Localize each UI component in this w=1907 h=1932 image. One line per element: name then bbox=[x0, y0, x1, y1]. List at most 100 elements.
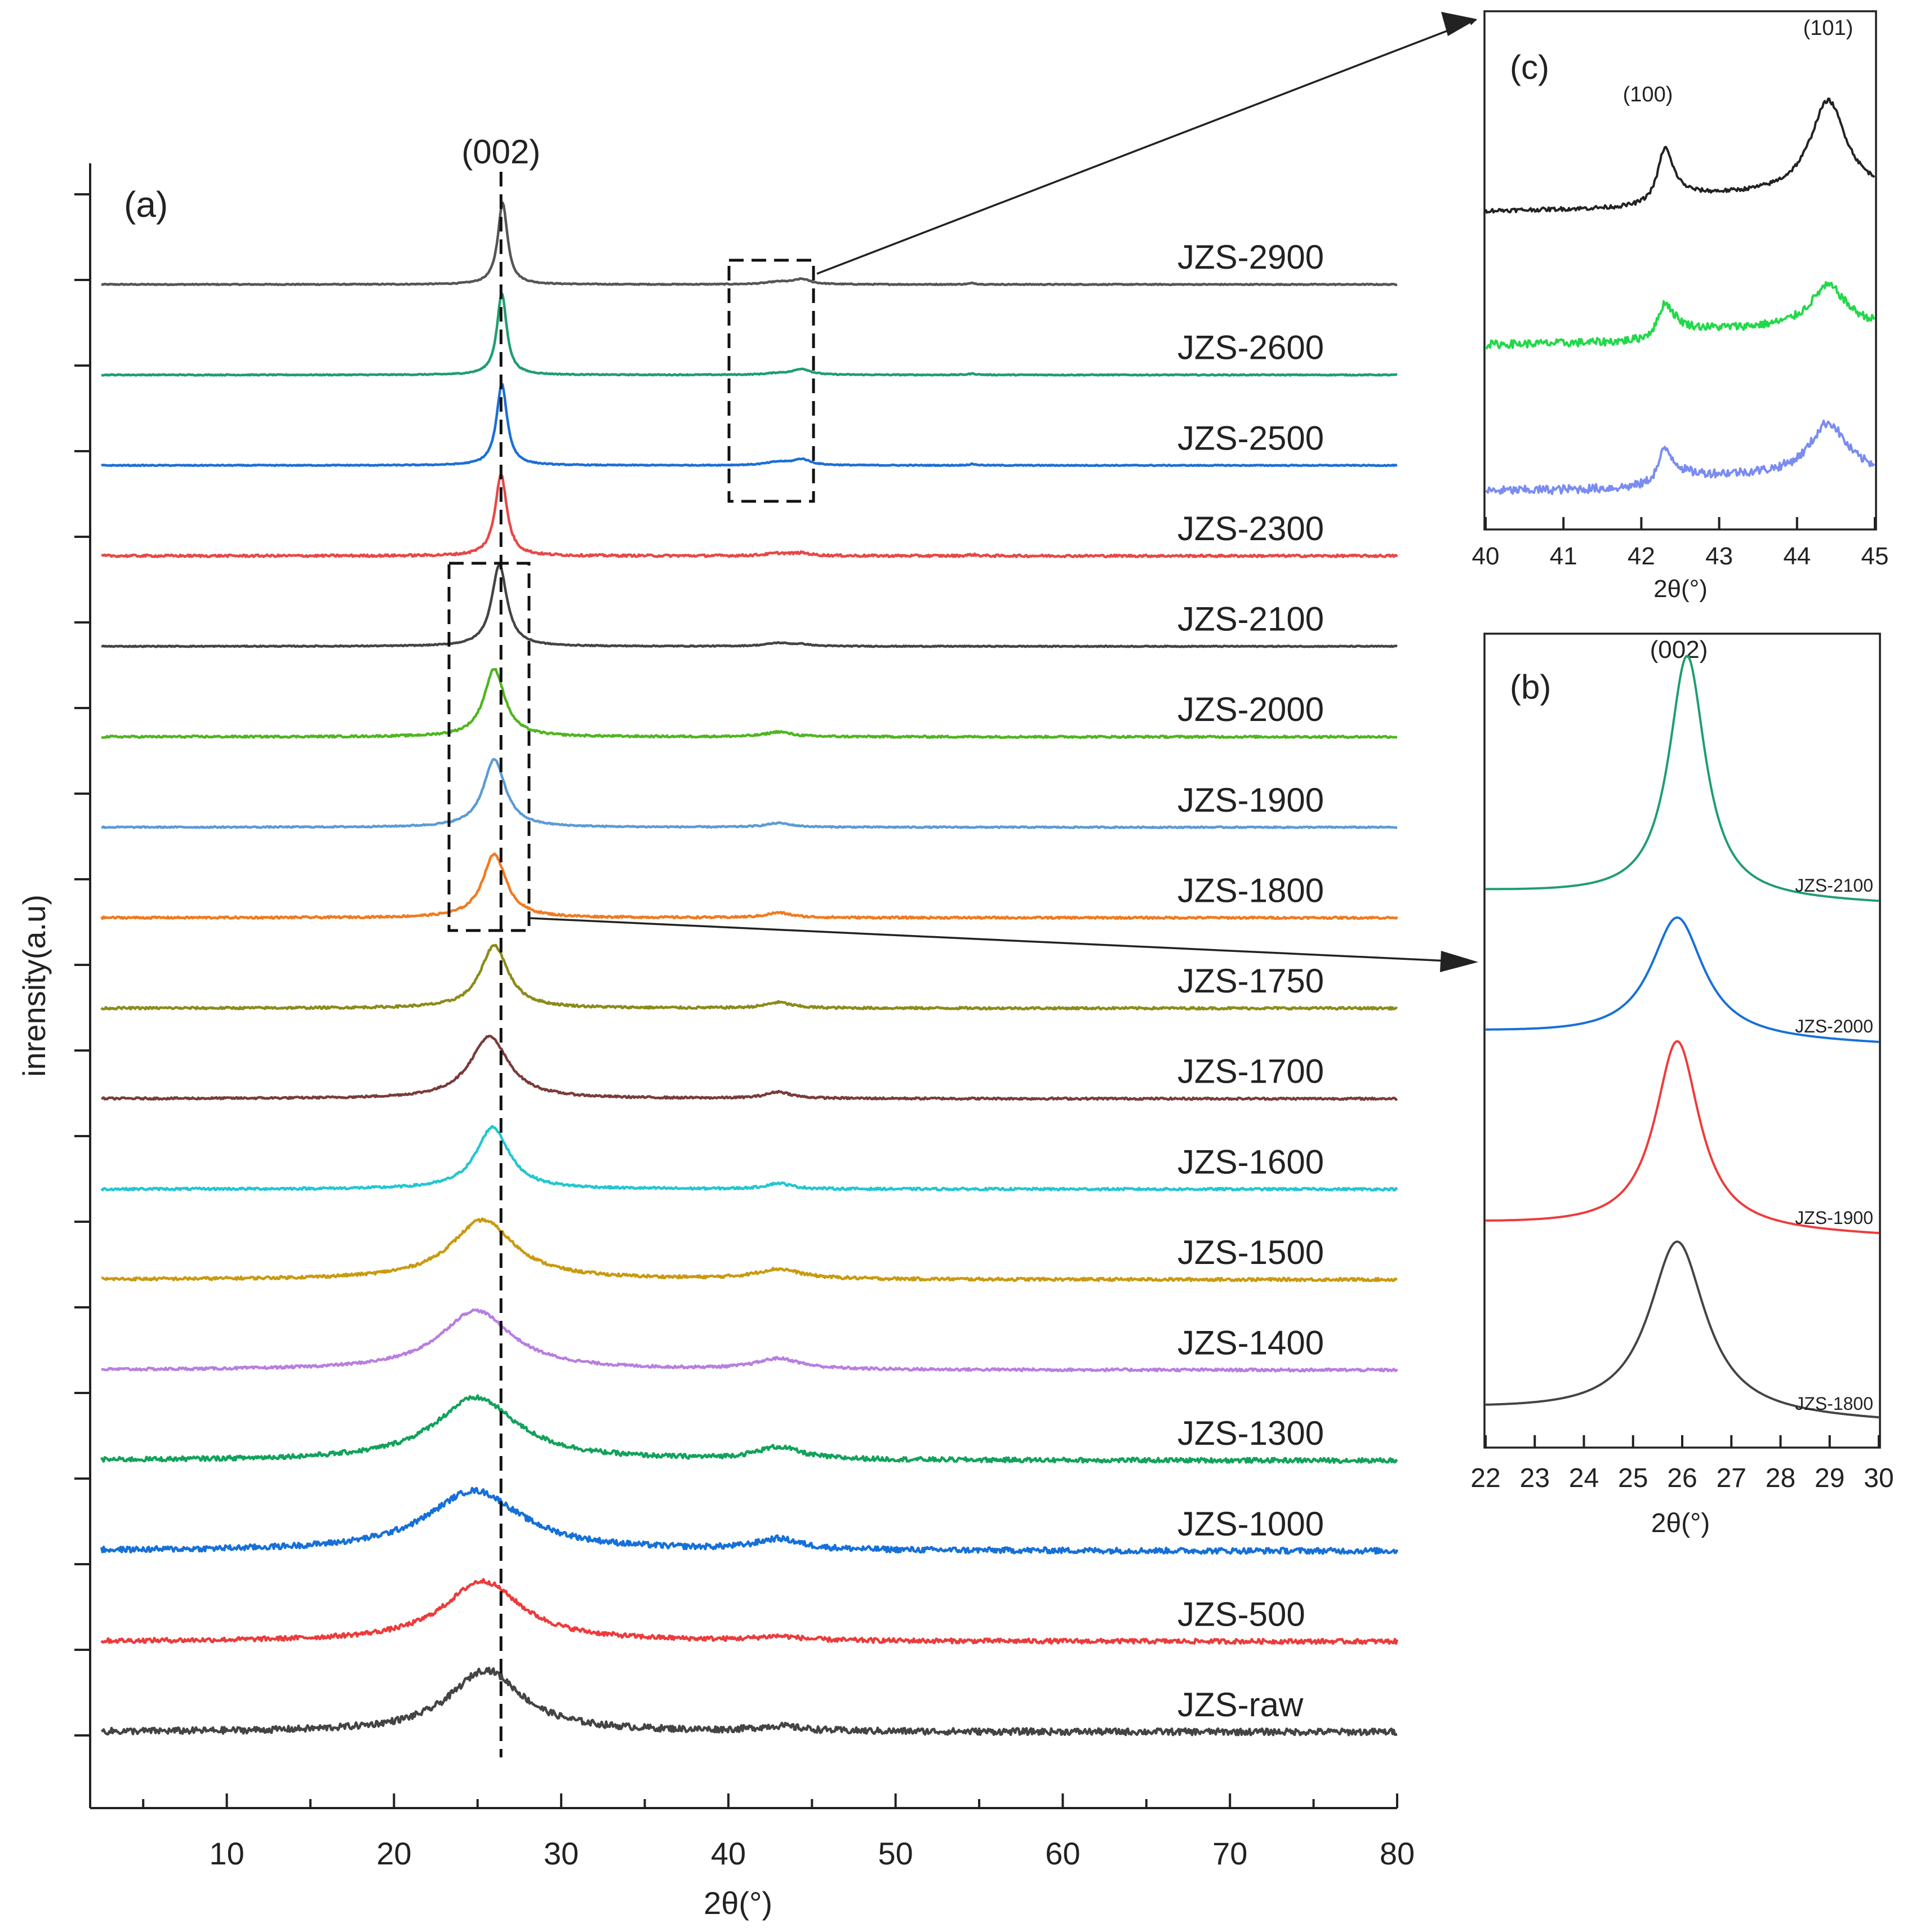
trace-jzs-2100 bbox=[101, 564, 1398, 648]
peak-002-label: (002) bbox=[461, 133, 540, 171]
series-label: JZS-2600 bbox=[1177, 329, 1324, 367]
x-tick-label: 60 bbox=[1045, 1836, 1080, 1871]
panel-a-series-labels: JZS-2900 JZS-2600 JZS-2500 JZS-2300 JZS-2100… bbox=[1177, 238, 1324, 1724]
series-label: JZS-1600 bbox=[1177, 1143, 1324, 1181]
series-label: JZS-1900 bbox=[1177, 781, 1324, 819]
x-tick-label: 45 bbox=[1861, 542, 1889, 570]
trace-jzs-1700 bbox=[101, 1035, 1398, 1101]
x-tick-label: 23 bbox=[1520, 1463, 1550, 1493]
series-label: JZS-1400 bbox=[1177, 1324, 1324, 1362]
trace-b-jzs-2000 bbox=[1486, 916, 1879, 1043]
series-label: JZS-2300 bbox=[1177, 510, 1324, 547]
trace-b-jzs-2100 bbox=[1486, 655, 1879, 902]
x-tick-label: 26 bbox=[1667, 1463, 1697, 1493]
x-tick-label: 22 bbox=[1470, 1463, 1500, 1493]
panel-c-traces bbox=[1484, 97, 1875, 495]
trace-jzs-1000 bbox=[100, 1486, 1399, 1555]
panel-c-x-ticks: 40 41 42 43 44 45 bbox=[1472, 517, 1889, 570]
x-tick-label: 42 bbox=[1628, 542, 1655, 570]
series-label-b: JZS-2100 bbox=[1795, 875, 1873, 896]
series-label: JZS-1700 bbox=[1177, 1053, 1324, 1090]
series-label-b: JZS-1800 bbox=[1795, 1394, 1873, 1414]
x-tick-label: 27 bbox=[1717, 1463, 1746, 1493]
panel-b: (b) (002) 22 23 24 25 26 27 28 29 30 JZS-2100JZS… bbox=[1470, 633, 1894, 1538]
x-tick-label: 28 bbox=[1766, 1463, 1795, 1493]
panel-a-y-label: inrensity(a.u) bbox=[16, 894, 52, 1077]
series-label: JZS-1750 bbox=[1177, 962, 1324, 1000]
peak-100-label: (100) bbox=[1623, 83, 1673, 106]
zoom-box-c bbox=[727, 259, 815, 503]
trace-jzs-1500 bbox=[101, 1217, 1398, 1283]
trace-c-2 bbox=[1484, 281, 1875, 350]
series-label: JZS-1800 bbox=[1177, 871, 1324, 909]
panel-b-x-ticks: 22 23 24 25 26 27 28 29 30 bbox=[1470, 1435, 1894, 1493]
series-label-b: JZS-1900 bbox=[1795, 1208, 1873, 1228]
trace-jzs-1600 bbox=[100, 1125, 1398, 1192]
x-tick-label: 44 bbox=[1783, 542, 1811, 570]
series-label: JZS-2100 bbox=[1177, 600, 1324, 638]
series-label: JZS-raw bbox=[1177, 1686, 1304, 1724]
x-tick-label: 10 bbox=[209, 1836, 244, 1871]
trace-jzs-500 bbox=[100, 1578, 1399, 1645]
series-label: JZS-500 bbox=[1177, 1595, 1305, 1633]
peak-101-label: (101) bbox=[1803, 16, 1853, 40]
panel-a-traces bbox=[100, 201, 1399, 1737]
arrow-to-panel-b bbox=[529, 917, 1448, 962]
panel-c: (c) 40 41 42 43 44 45 (100) (101) 2θ(°) bbox=[1472, 10, 1889, 603]
panel-c-label: (c) bbox=[1510, 48, 1549, 86]
trace-b-jzs-1800 bbox=[1486, 1240, 1879, 1419]
series-label-b: JZS-2000 bbox=[1795, 1016, 1873, 1036]
trace-jzs-1900 bbox=[101, 758, 1398, 830]
x-tick-label: 40 bbox=[711, 1836, 746, 1871]
zoom-box-b bbox=[447, 562, 531, 932]
trace-jzs-1300 bbox=[100, 1394, 1398, 1464]
panel-a: (a) 10 20 30 40 50 60 70 80 JZS-2900JZS-2600JZS… bbox=[16, 133, 1415, 1921]
x-tick-label: 40 bbox=[1472, 542, 1500, 570]
panel-b-label: (b) bbox=[1510, 668, 1551, 706]
x-tick-label: 43 bbox=[1705, 542, 1733, 570]
x-tick-label: 30 bbox=[544, 1836, 579, 1871]
trace-jzs-1800 bbox=[100, 852, 1398, 920]
x-tick-label: 80 bbox=[1380, 1836, 1415, 1871]
trace-c-1 bbox=[1484, 97, 1875, 214]
series-label: JZS-1000 bbox=[1177, 1505, 1324, 1543]
panel-b-frame bbox=[1483, 633, 1881, 1449]
x-tick-label: 25 bbox=[1618, 1463, 1648, 1493]
trace-jzs-raw bbox=[101, 1667, 1398, 1737]
trace-jzs-2900 bbox=[101, 201, 1398, 287]
x-tick-label: 20 bbox=[376, 1836, 411, 1871]
arrow-head-c bbox=[1441, 12, 1477, 36]
x-tick-label: 70 bbox=[1212, 1836, 1247, 1871]
panel-a-x-ticks: 10 20 30 40 50 60 70 80 bbox=[142, 1793, 1415, 1871]
panel-c-x-label: 2θ(°) bbox=[1653, 575, 1708, 603]
trace-c-3 bbox=[1485, 419, 1875, 495]
arrow-to-panel-c bbox=[816, 19, 1477, 275]
panel-a-label: (a) bbox=[124, 184, 168, 225]
series-label: JZS-2500 bbox=[1177, 419, 1324, 457]
trace-b-jzs-1900 bbox=[1485, 1040, 1879, 1235]
trace-jzs-2600 bbox=[101, 292, 1398, 377]
panel-b-peak-label: (002) bbox=[1650, 636, 1708, 664]
panel-b-series-labels: JZS-2100 JZS-2000 JZS-1900 JZS-1800 bbox=[1795, 875, 1873, 1414]
series-label: JZS-2900 bbox=[1177, 238, 1324, 276]
x-tick-label: 30 bbox=[1864, 1463, 1893, 1493]
trace-jzs-2000 bbox=[101, 667, 1398, 740]
x-tick-label: 50 bbox=[878, 1836, 913, 1871]
x-tick-label: 29 bbox=[1815, 1463, 1844, 1493]
series-label: JZS-2000 bbox=[1177, 691, 1324, 728]
panel-a-x-label: 2θ(°) bbox=[704, 1885, 772, 1921]
trace-jzs-1750 bbox=[100, 943, 1398, 1011]
panel-a-y-ticks bbox=[74, 193, 90, 1737]
panel-b-traces bbox=[1485, 655, 1879, 1419]
x-tick-label: 24 bbox=[1569, 1463, 1599, 1493]
trace-jzs-2300 bbox=[101, 474, 1398, 559]
panel-b-x-label: 2θ(°) bbox=[1651, 1508, 1710, 1538]
arrow-head-b bbox=[1440, 951, 1478, 972]
series-label: JZS-1500 bbox=[1177, 1234, 1324, 1271]
x-tick-label: 41 bbox=[1550, 542, 1577, 570]
series-label: JZS-1300 bbox=[1177, 1414, 1324, 1452]
trace-jzs-1400 bbox=[101, 1308, 1398, 1373]
panel-c-frame bbox=[1483, 10, 1877, 531]
trace-jzs-2500 bbox=[100, 382, 1398, 468]
